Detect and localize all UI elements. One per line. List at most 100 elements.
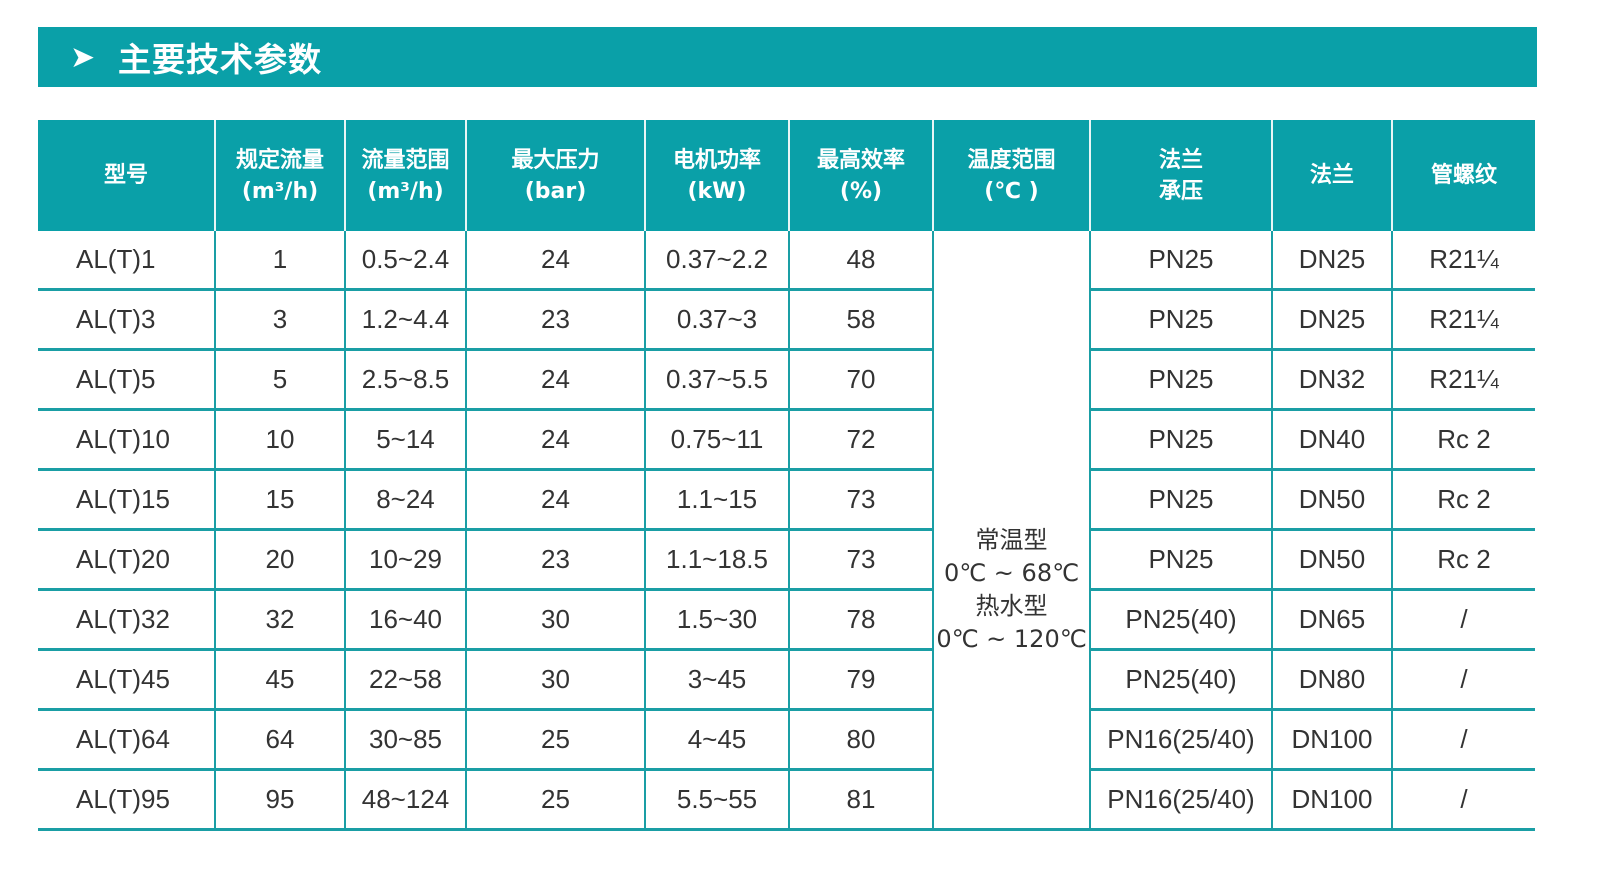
table-row: AL(T)10 10 5~14 24 0.75~11 72 PN25 DN40 Rc 2	[38, 409, 1535, 471]
header-line: 法兰	[1309, 163, 1354, 188]
cell-rated-flow: 95	[214, 769, 345, 831]
cell-model: AL(T)45	[38, 649, 215, 711]
header-line: (%)	[839, 178, 883, 204]
cell-temperature-range: 常温型 0℃ ~ 68℃ 热水型 0℃ ~ 120℃	[932, 231, 1090, 831]
cell-rated-flow: 64	[214, 709, 345, 771]
cell-motor-power: 0.75~11	[644, 409, 789, 471]
header-rated-flow: 规定流量 (m³/h)	[214, 120, 345, 231]
cell-max-efficiency: 73	[788, 469, 933, 531]
cell-model: AL(T)1	[38, 231, 215, 291]
cell-flow-range: 5~14	[344, 409, 466, 471]
cell-motor-power: 0.37~3	[644, 289, 789, 351]
chevron-right-icon: ➤	[70, 40, 96, 74]
cell-max-pressure: 24	[465, 349, 645, 411]
cell-pipe-thread: /	[1391, 709, 1535, 771]
cell-flange-pressure: PN16(25/40)	[1089, 709, 1272, 771]
cell-max-pressure: 30	[465, 589, 645, 651]
table-row: AL(T)15 15 8~24 24 1.1~15 73 PN25 DN50 Rc 2	[38, 469, 1535, 531]
cell-flange-pressure: PN25	[1089, 289, 1272, 351]
header-line: 规定流量	[235, 147, 324, 173]
cell-model: AL(T)5	[38, 349, 215, 411]
cell-max-efficiency: 58	[788, 289, 933, 351]
cell-flange-pressure: PN25(40)	[1089, 649, 1272, 711]
cell-max-pressure: 25	[465, 769, 645, 831]
header-line: (m³/h)	[241, 178, 319, 204]
temperature-line: 0℃ ~ 120℃	[936, 624, 1087, 653]
header-line: 型号	[103, 163, 148, 188]
header-line: 流量范围	[361, 147, 450, 173]
temperature-line: 0℃ ~ 68℃	[943, 558, 1080, 587]
cell-motor-power: 1.1~18.5	[644, 529, 789, 591]
cell-rated-flow: 45	[214, 649, 345, 711]
header-row: 型号 规定流量 (m³/h) 流量范围 (m³/h) 最大压力 (bar) 电机功率 (kW) 最…	[38, 120, 1535, 231]
table-row: AL(T)1 1 0.5~2.4 24 0.37~2.2 48 常温型 0℃ ~ 68℃ 热水型…	[38, 231, 1535, 831]
header-line: 温度范围	[967, 147, 1056, 173]
cell-flow-range: 0.5~2.4	[344, 231, 466, 291]
cell-flange: DN80	[1271, 649, 1392, 711]
cell-flow-range: 48~124	[344, 769, 466, 831]
header-line: 最大压力	[511, 147, 600, 173]
cell-pipe-thread: /	[1391, 769, 1535, 831]
cell-pipe-thread: R21¼	[1391, 231, 1535, 291]
cell-motor-power: 1.5~30	[644, 589, 789, 651]
cell-flow-range: 2.5~8.5	[344, 349, 466, 411]
cell-model: AL(T)20	[38, 529, 215, 591]
header-line: (bar)	[524, 178, 587, 204]
cell-rated-flow: 3	[214, 289, 345, 351]
cell-model: AL(T)64	[38, 709, 215, 771]
cell-flow-range: 8~24	[344, 469, 466, 531]
table-row: AL(T)32 32 16~40 30 1.5~30 78 PN25(40) DN65/	[38, 589, 1535, 651]
cell-model: AL(T)15	[38, 469, 215, 531]
cell-flow-range: 30~85	[344, 709, 466, 771]
header-motor-power: 电机功率 (kW)	[644, 120, 789, 231]
cell-motor-power: 1.1~15	[644, 469, 789, 531]
cell-rated-flow: 1	[214, 231, 345, 291]
table-row: AL(T)3 3 1.2~4.4 23 0.37~3 58 PN25 DN25 R21¼	[38, 289, 1535, 351]
cell-flange: DN25	[1271, 289, 1392, 351]
cell-rated-flow: 32	[214, 589, 345, 651]
cell-max-pressure: 25	[465, 709, 645, 771]
cell-flange-pressure: PN25	[1089, 349, 1272, 411]
cell-flow-range: 22~58	[344, 649, 466, 711]
header-temperature-range: 温度范围 (℃ )	[932, 120, 1090, 231]
header-model: 型号	[38, 120, 215, 231]
cell-max-efficiency: 70	[788, 349, 933, 411]
cell-flange: DN40	[1271, 409, 1392, 471]
cell-motor-power: 0.37~2.2	[644, 231, 789, 291]
cell-model: AL(T)3	[38, 289, 215, 351]
cell-model: AL(T)10	[38, 409, 215, 471]
cell-flange-pressure: PN16(25/40)	[1089, 769, 1272, 831]
cell-max-pressure: 24	[465, 469, 645, 531]
cell-flow-range: 16~40	[344, 589, 466, 651]
header-flange-pressure: 法兰 承压	[1089, 120, 1272, 231]
cell-max-pressure: 24	[465, 231, 645, 291]
cell-pipe-thread: /	[1391, 649, 1535, 711]
cell-pipe-thread: R21¼	[1391, 349, 1535, 411]
cell-rated-flow: 15	[214, 469, 345, 531]
cell-flange-pressure: PN25	[1089, 529, 1272, 591]
cell-motor-power: 5.5~55	[644, 769, 789, 831]
cell-flange-pressure: PN25	[1089, 231, 1272, 291]
cell-motor-power: 0.37~5.5	[644, 349, 789, 411]
cell-pipe-thread: Rc 2	[1391, 409, 1535, 471]
cell-flange: DN65	[1271, 589, 1392, 651]
table-row: AL(T)20 20 10~29 23 1.1~18.5 73 PN25 DN50 Rc 2	[38, 529, 1535, 591]
cell-rated-flow: 10	[214, 409, 345, 471]
cell-rated-flow: 20	[214, 529, 345, 591]
cell-max-pressure: 30	[465, 649, 645, 711]
cell-flow-range: 10~29	[344, 529, 466, 591]
cell-motor-power: 4~45	[644, 709, 789, 771]
header-max-pressure: 最大压力 (bar)	[465, 120, 645, 231]
table-row: AL(T)95 95 48~124 25 5.5~55 81 PN16(25/40) DN10…	[38, 769, 1535, 831]
temperature-line: 常温型	[975, 525, 1048, 554]
cell-max-efficiency: 48	[788, 231, 933, 291]
temperature-line: 热水型	[975, 591, 1048, 620]
header-line: 电机功率	[672, 147, 761, 173]
header-flow-range: 流量范围 (m³/h)	[344, 120, 466, 231]
cell-flange: DN25	[1271, 231, 1392, 291]
header-pipe-thread: 管螺纹	[1391, 120, 1535, 231]
section-title-bar: ➤ 主要技术参数	[38, 27, 1537, 87]
cell-flange: DN100	[1271, 709, 1392, 771]
cell-max-efficiency: 79	[788, 649, 933, 711]
cell-flange-pressure: PN25	[1089, 469, 1272, 531]
